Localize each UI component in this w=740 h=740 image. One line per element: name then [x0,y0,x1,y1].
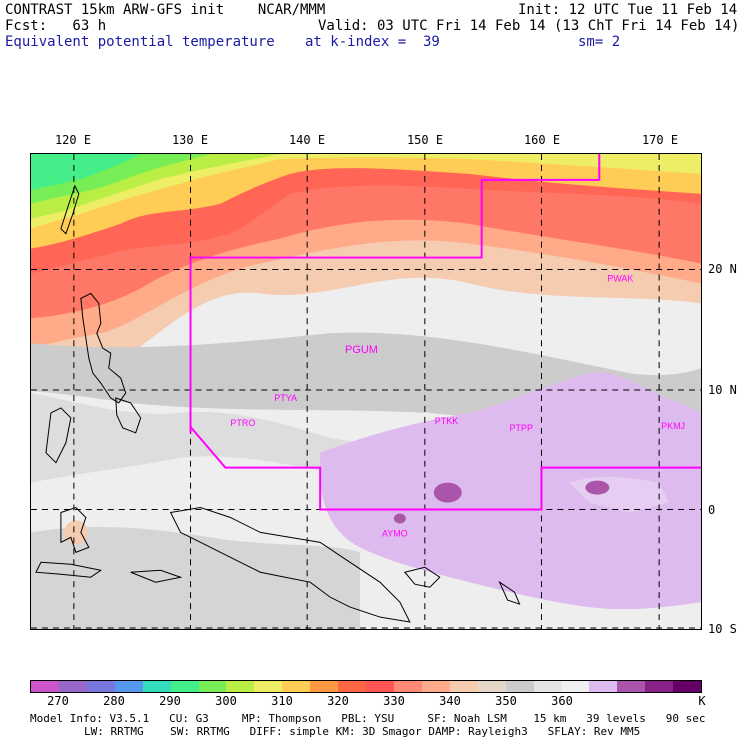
color-swatch [226,681,255,692]
color-swatch [561,681,590,692]
color-swatch [366,681,394,692]
colorbar-tick-label: 320 [327,694,349,708]
color-swatch [617,681,646,692]
model-info-line1: Model Info: V3.5.1 CU: G3 MP: Thompson P… [30,712,706,725]
color-swatch [254,681,283,692]
colorbar-tick-label: 310 [271,694,293,708]
init-time: Init: 12 UTC Tue 11 Feb 14 [518,2,738,18]
lon-label-130e: 130 E [171,133,209,147]
station-ptya: PTYA [274,393,297,403]
station-pgum: PGUM [345,344,378,356]
color-swatch [31,681,59,692]
shaded-field [31,154,701,629]
color-swatch [86,681,115,692]
station-ptro: PTRO [230,418,255,428]
color-swatch [198,681,227,692]
color-swatch [505,681,534,692]
colorbar-tick-label: 280 [103,694,125,708]
colorbar-tick-label: 290 [159,694,181,708]
station-pkmj: PKMJ [661,421,685,431]
lon-label-120e: 120 E [54,133,92,147]
color-swatch [477,681,506,692]
lat-label-10n: 10 N [708,383,737,397]
color-swatch [58,681,87,692]
color-swatch [645,681,674,692]
color-swatch [114,681,143,692]
lat-label-10s: 10 S [708,622,737,636]
colorbar-tick-label: 350 [495,694,517,708]
color-swatch [421,681,450,692]
station-pwak: PWAK [607,273,633,283]
field-name: Equivalent potential temperature [5,34,275,50]
theta-e-map: PWAK PGUM PTYA PTRO PTKK PTPP PKMJ AYMO [30,153,702,630]
color-swatch [170,681,199,692]
lat-label-0: 0 [708,503,716,517]
color-scale-bar [30,680,702,693]
lon-label-160e: 160 E [523,133,561,147]
coastlines [35,184,521,623]
colorbar-tick-label: 300 [215,694,237,708]
station-labels: PWAK PGUM PTYA PTRO PTKK PTPP PKMJ AYMO [230,273,685,538]
lon-label-170e: 170 E [641,133,679,147]
color-swatch [533,681,562,692]
color-swatch [589,681,618,692]
colorbar-tick-label: 270 [47,694,69,708]
level-index: at k-index = 39 [305,34,440,50]
model-info-line2: LW: RRTMG SW: RRTMG DIFF: simple KM: 3D … [84,725,641,738]
smoothing: sm= 2 [578,34,621,50]
color-swatch [142,681,171,692]
product-title: CONTRAST 15km ARW-GFS init NCAR/MMM [5,2,326,18]
station-ptpp: PTPP [510,423,533,433]
colorbar-tick-label: 330 [383,694,405,708]
color-swatch [282,681,311,692]
valid-time: Valid: 03 UTC Fri 14 Feb 14 (13 ChT Fri … [318,18,740,34]
color-swatch [338,681,367,692]
color-swatch [393,681,422,692]
station-aymo: AYMO [382,528,408,538]
lon-label-150e: 150 E [406,133,444,147]
color-swatch [449,681,478,692]
forecast-hour: Fcst: 63 h [5,18,107,34]
lat-label-20n: 20 N [708,262,737,276]
station-ptkk: PTKK [435,416,458,426]
domain-boundary [189,154,601,433]
colorbar-tick-label: 340 [439,694,461,708]
colorbar-tick-label: 360 [551,694,573,708]
color-swatch [310,681,339,692]
colorbar-tick-label: K [698,694,706,708]
color-swatch [673,681,702,692]
lon-label-140e: 140 E [288,133,326,147]
